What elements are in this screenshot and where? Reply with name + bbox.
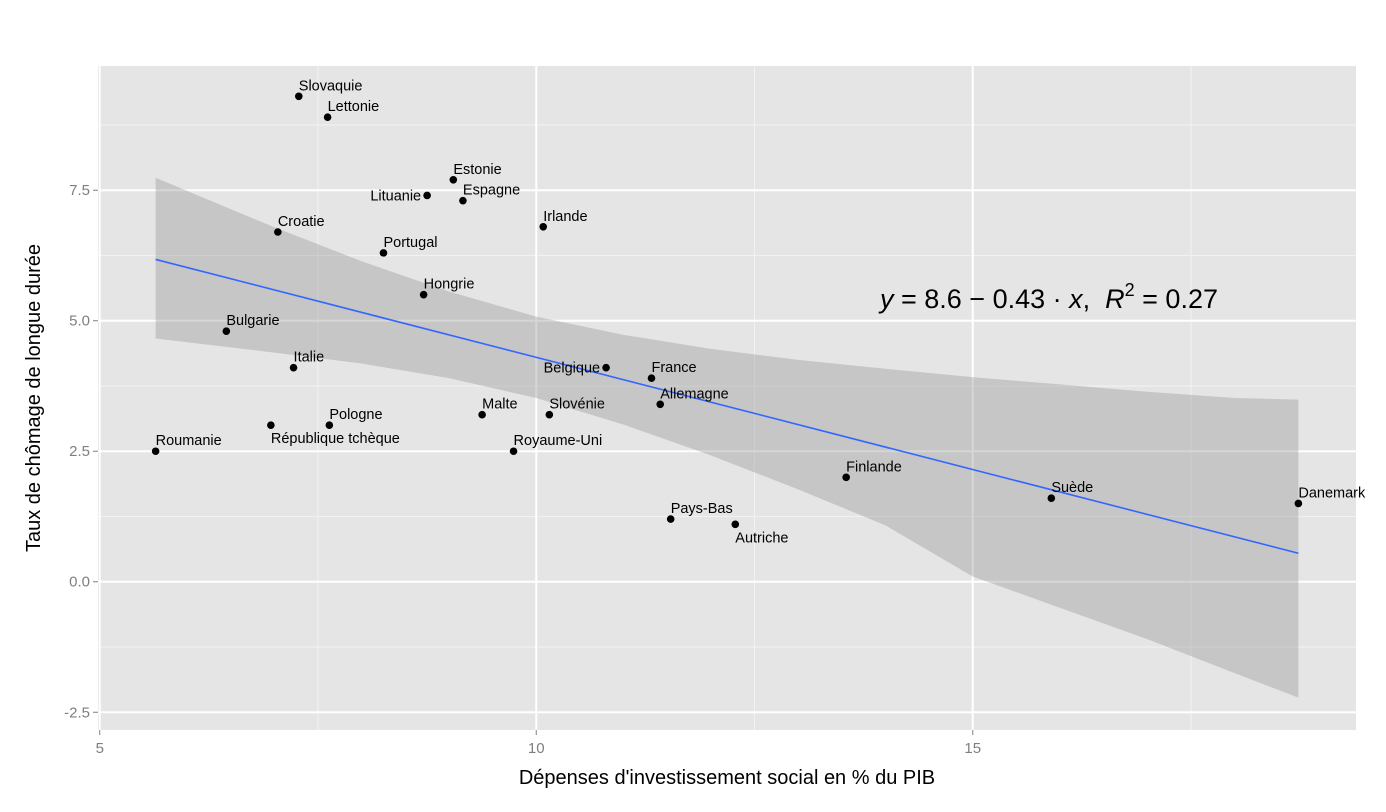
data-point bbox=[459, 196, 467, 205]
point-label: Allemagne bbox=[660, 386, 729, 402]
confidence-band-group bbox=[155, 177, 1299, 698]
point-label: Roumanie bbox=[156, 433, 222, 449]
point-label: Autriche bbox=[735, 530, 788, 546]
eq-r-exp: 2 bbox=[1125, 280, 1135, 300]
data-point bbox=[539, 222, 548, 231]
point-label: Lettonie bbox=[328, 99, 380, 115]
data-point bbox=[323, 113, 332, 121]
points-group: Slovaquie Lettonie Estonie Lituanie Espagne I… bbox=[151, 78, 1366, 546]
x-tick-label: 10 bbox=[528, 740, 545, 757]
point-label: Danemark bbox=[1298, 485, 1366, 501]
point-label: Croatie bbox=[278, 214, 325, 230]
point-label: République tchèque bbox=[271, 431, 400, 447]
point-label: Irlande bbox=[543, 209, 587, 225]
data-point bbox=[666, 515, 675, 523]
eq-r: R bbox=[1105, 284, 1125, 314]
point-label: Pays-Bas bbox=[671, 501, 733, 517]
data-point bbox=[1047, 494, 1056, 503]
eq-y: y bbox=[878, 284, 895, 314]
data-point bbox=[842, 473, 850, 482]
point-label: Belgique bbox=[544, 361, 600, 377]
point-label: Pologne bbox=[329, 407, 382, 423]
point-label: Espagne bbox=[463, 183, 520, 199]
data-point bbox=[222, 327, 231, 335]
y-tick-label: 7.5 bbox=[69, 182, 90, 199]
data-point bbox=[274, 228, 282, 236]
data-point bbox=[509, 447, 518, 456]
x-axis-title: Dépenses d'investissement social en % du… bbox=[519, 767, 935, 789]
plot-panel bbox=[98, 66, 1356, 730]
x-tick-label: 15 bbox=[964, 740, 981, 757]
data-point bbox=[478, 410, 486, 419]
y-tick-label: 0.0 bbox=[69, 574, 90, 591]
eq-sep: , bbox=[1083, 284, 1106, 314]
point-label: Italie bbox=[294, 350, 325, 366]
point-label: Portugal bbox=[383, 235, 437, 251]
data-point bbox=[1294, 499, 1303, 508]
data-point bbox=[289, 363, 298, 372]
eq-rest: = 8.6 − 0.43 · bbox=[894, 284, 1070, 314]
data-point bbox=[449, 175, 458, 184]
data-point bbox=[325, 421, 334, 429]
regression-line bbox=[155, 258, 1299, 555]
equation-annotation: y = 8.6 − 0.43 · x, R2 = 0.27 bbox=[878, 280, 1218, 314]
ticks-group: 5 10 15 -2.5 0.0 2.5 5.0 7.5 bbox=[64, 182, 981, 757]
point-label: Slovénie bbox=[549, 397, 605, 413]
x-tick-label: 5 bbox=[96, 740, 104, 757]
data-point bbox=[545, 410, 554, 419]
point-label: Slovaquie bbox=[299, 78, 363, 94]
y-axis-title: Taux de chômage de longue durée bbox=[23, 244, 45, 552]
data-point bbox=[419, 290, 428, 299]
confidence-band bbox=[155, 177, 1299, 698]
data-point bbox=[656, 400, 665, 409]
data-point bbox=[731, 520, 740, 529]
data-point bbox=[294, 92, 303, 101]
eq-x: x bbox=[1067, 284, 1084, 314]
eq-r-rest: = 0.27 bbox=[1135, 284, 1218, 314]
data-point bbox=[602, 363, 610, 372]
point-label: Suède bbox=[1051, 480, 1093, 496]
data-point bbox=[267, 421, 275, 429]
data-point bbox=[379, 249, 388, 257]
point-label: Malte bbox=[482, 397, 517, 413]
point-label: France bbox=[651, 360, 696, 376]
regression-line-group bbox=[155, 258, 1299, 555]
data-point bbox=[423, 191, 431, 200]
data-point bbox=[647, 374, 656, 382]
point-label: Hongrie bbox=[424, 277, 475, 293]
data-point bbox=[151, 447, 160, 456]
y-tick-label: -2.5 bbox=[64, 704, 90, 721]
gridlines bbox=[98, 66, 1356, 730]
point-label: Finlande bbox=[846, 459, 902, 475]
point-label: Royaume-Uni bbox=[514, 433, 603, 449]
y-tick-label: 5.0 bbox=[69, 313, 90, 330]
point-label: Bulgarie bbox=[226, 313, 279, 329]
point-label: Estonie bbox=[453, 162, 501, 178]
y-tick-label: 2.5 bbox=[69, 443, 90, 460]
point-label: Lituanie bbox=[370, 188, 421, 204]
